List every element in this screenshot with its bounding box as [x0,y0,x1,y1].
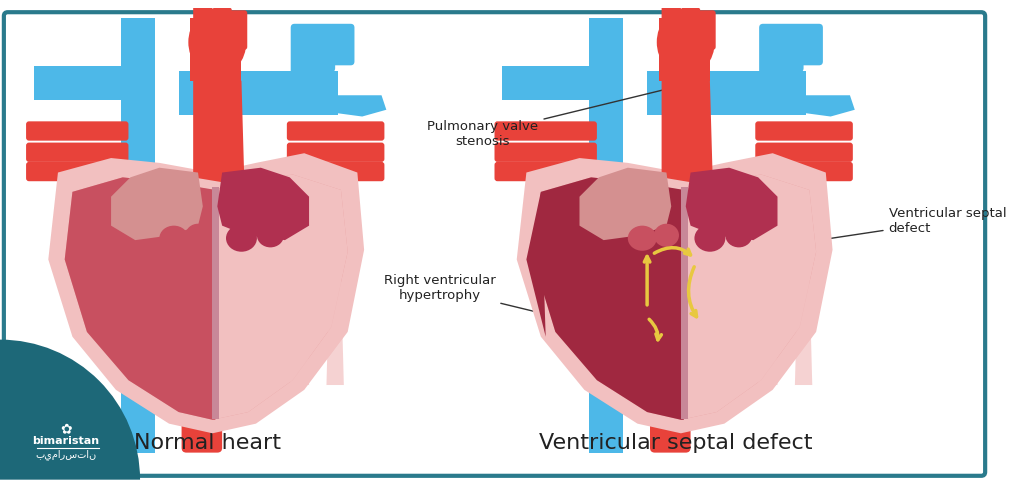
Polygon shape [720,202,740,385]
Polygon shape [658,18,710,81]
FancyBboxPatch shape [4,12,985,476]
Polygon shape [65,174,348,420]
FancyBboxPatch shape [681,7,700,52]
FancyBboxPatch shape [495,162,597,181]
FancyBboxPatch shape [756,162,853,181]
Polygon shape [526,192,546,337]
FancyBboxPatch shape [330,24,354,65]
Ellipse shape [257,223,284,247]
Ellipse shape [185,224,211,247]
Text: بيمارستان: بيمارستان [35,449,96,460]
FancyBboxPatch shape [26,162,128,181]
Ellipse shape [226,224,257,252]
Text: Normal heart: Normal heart [134,433,282,453]
Polygon shape [534,174,816,420]
FancyBboxPatch shape [798,24,823,65]
Polygon shape [194,81,245,182]
Ellipse shape [725,223,753,247]
Polygon shape [121,18,155,453]
Polygon shape [111,168,203,240]
FancyBboxPatch shape [650,375,690,453]
Polygon shape [178,71,338,115]
FancyBboxPatch shape [26,122,128,141]
FancyBboxPatch shape [287,122,384,141]
Polygon shape [662,81,713,182]
FancyBboxPatch shape [759,24,784,80]
Polygon shape [758,202,777,385]
Polygon shape [213,174,348,420]
FancyBboxPatch shape [194,5,213,55]
Polygon shape [681,174,816,420]
Text: ✿: ✿ [59,423,72,436]
FancyBboxPatch shape [778,24,804,72]
Polygon shape [34,66,155,100]
FancyBboxPatch shape [287,162,384,181]
FancyBboxPatch shape [495,122,597,141]
Ellipse shape [160,225,188,251]
FancyBboxPatch shape [287,142,384,162]
Polygon shape [217,168,309,240]
Polygon shape [327,202,344,385]
FancyBboxPatch shape [291,24,315,80]
Polygon shape [782,95,855,117]
Polygon shape [65,177,215,420]
Text: bimaristan: bimaristan [32,436,99,446]
Polygon shape [589,18,623,453]
Ellipse shape [694,224,725,252]
Polygon shape [190,18,242,81]
Text: Pulmonary valve
stenosis: Pulmonary valve stenosis [427,86,678,148]
FancyBboxPatch shape [213,7,231,52]
Polygon shape [213,187,219,419]
Ellipse shape [188,8,247,76]
Text: Ventricular septal defect: Ventricular septal defect [540,433,813,453]
FancyBboxPatch shape [229,10,247,50]
Polygon shape [251,202,272,385]
FancyBboxPatch shape [698,10,716,50]
FancyBboxPatch shape [662,5,681,55]
FancyBboxPatch shape [181,375,222,453]
FancyBboxPatch shape [756,122,853,141]
FancyBboxPatch shape [26,142,128,162]
Polygon shape [314,95,386,117]
Text: Right ventricular
hypertrophy: Right ventricular hypertrophy [384,274,596,326]
Ellipse shape [656,8,715,76]
Ellipse shape [654,224,679,247]
Wedge shape [0,340,140,480]
Polygon shape [580,168,672,240]
Polygon shape [795,202,812,385]
Polygon shape [534,177,684,420]
Polygon shape [48,153,365,433]
Ellipse shape [628,225,656,251]
FancyBboxPatch shape [310,24,335,72]
Polygon shape [290,202,309,385]
Polygon shape [681,187,688,419]
Polygon shape [517,153,833,433]
FancyBboxPatch shape [756,142,853,162]
FancyBboxPatch shape [495,142,597,162]
Text: Ventricular septal
defect: Ventricular septal defect [693,207,1007,259]
Polygon shape [686,168,777,240]
Polygon shape [647,71,807,115]
Polygon shape [502,66,623,100]
